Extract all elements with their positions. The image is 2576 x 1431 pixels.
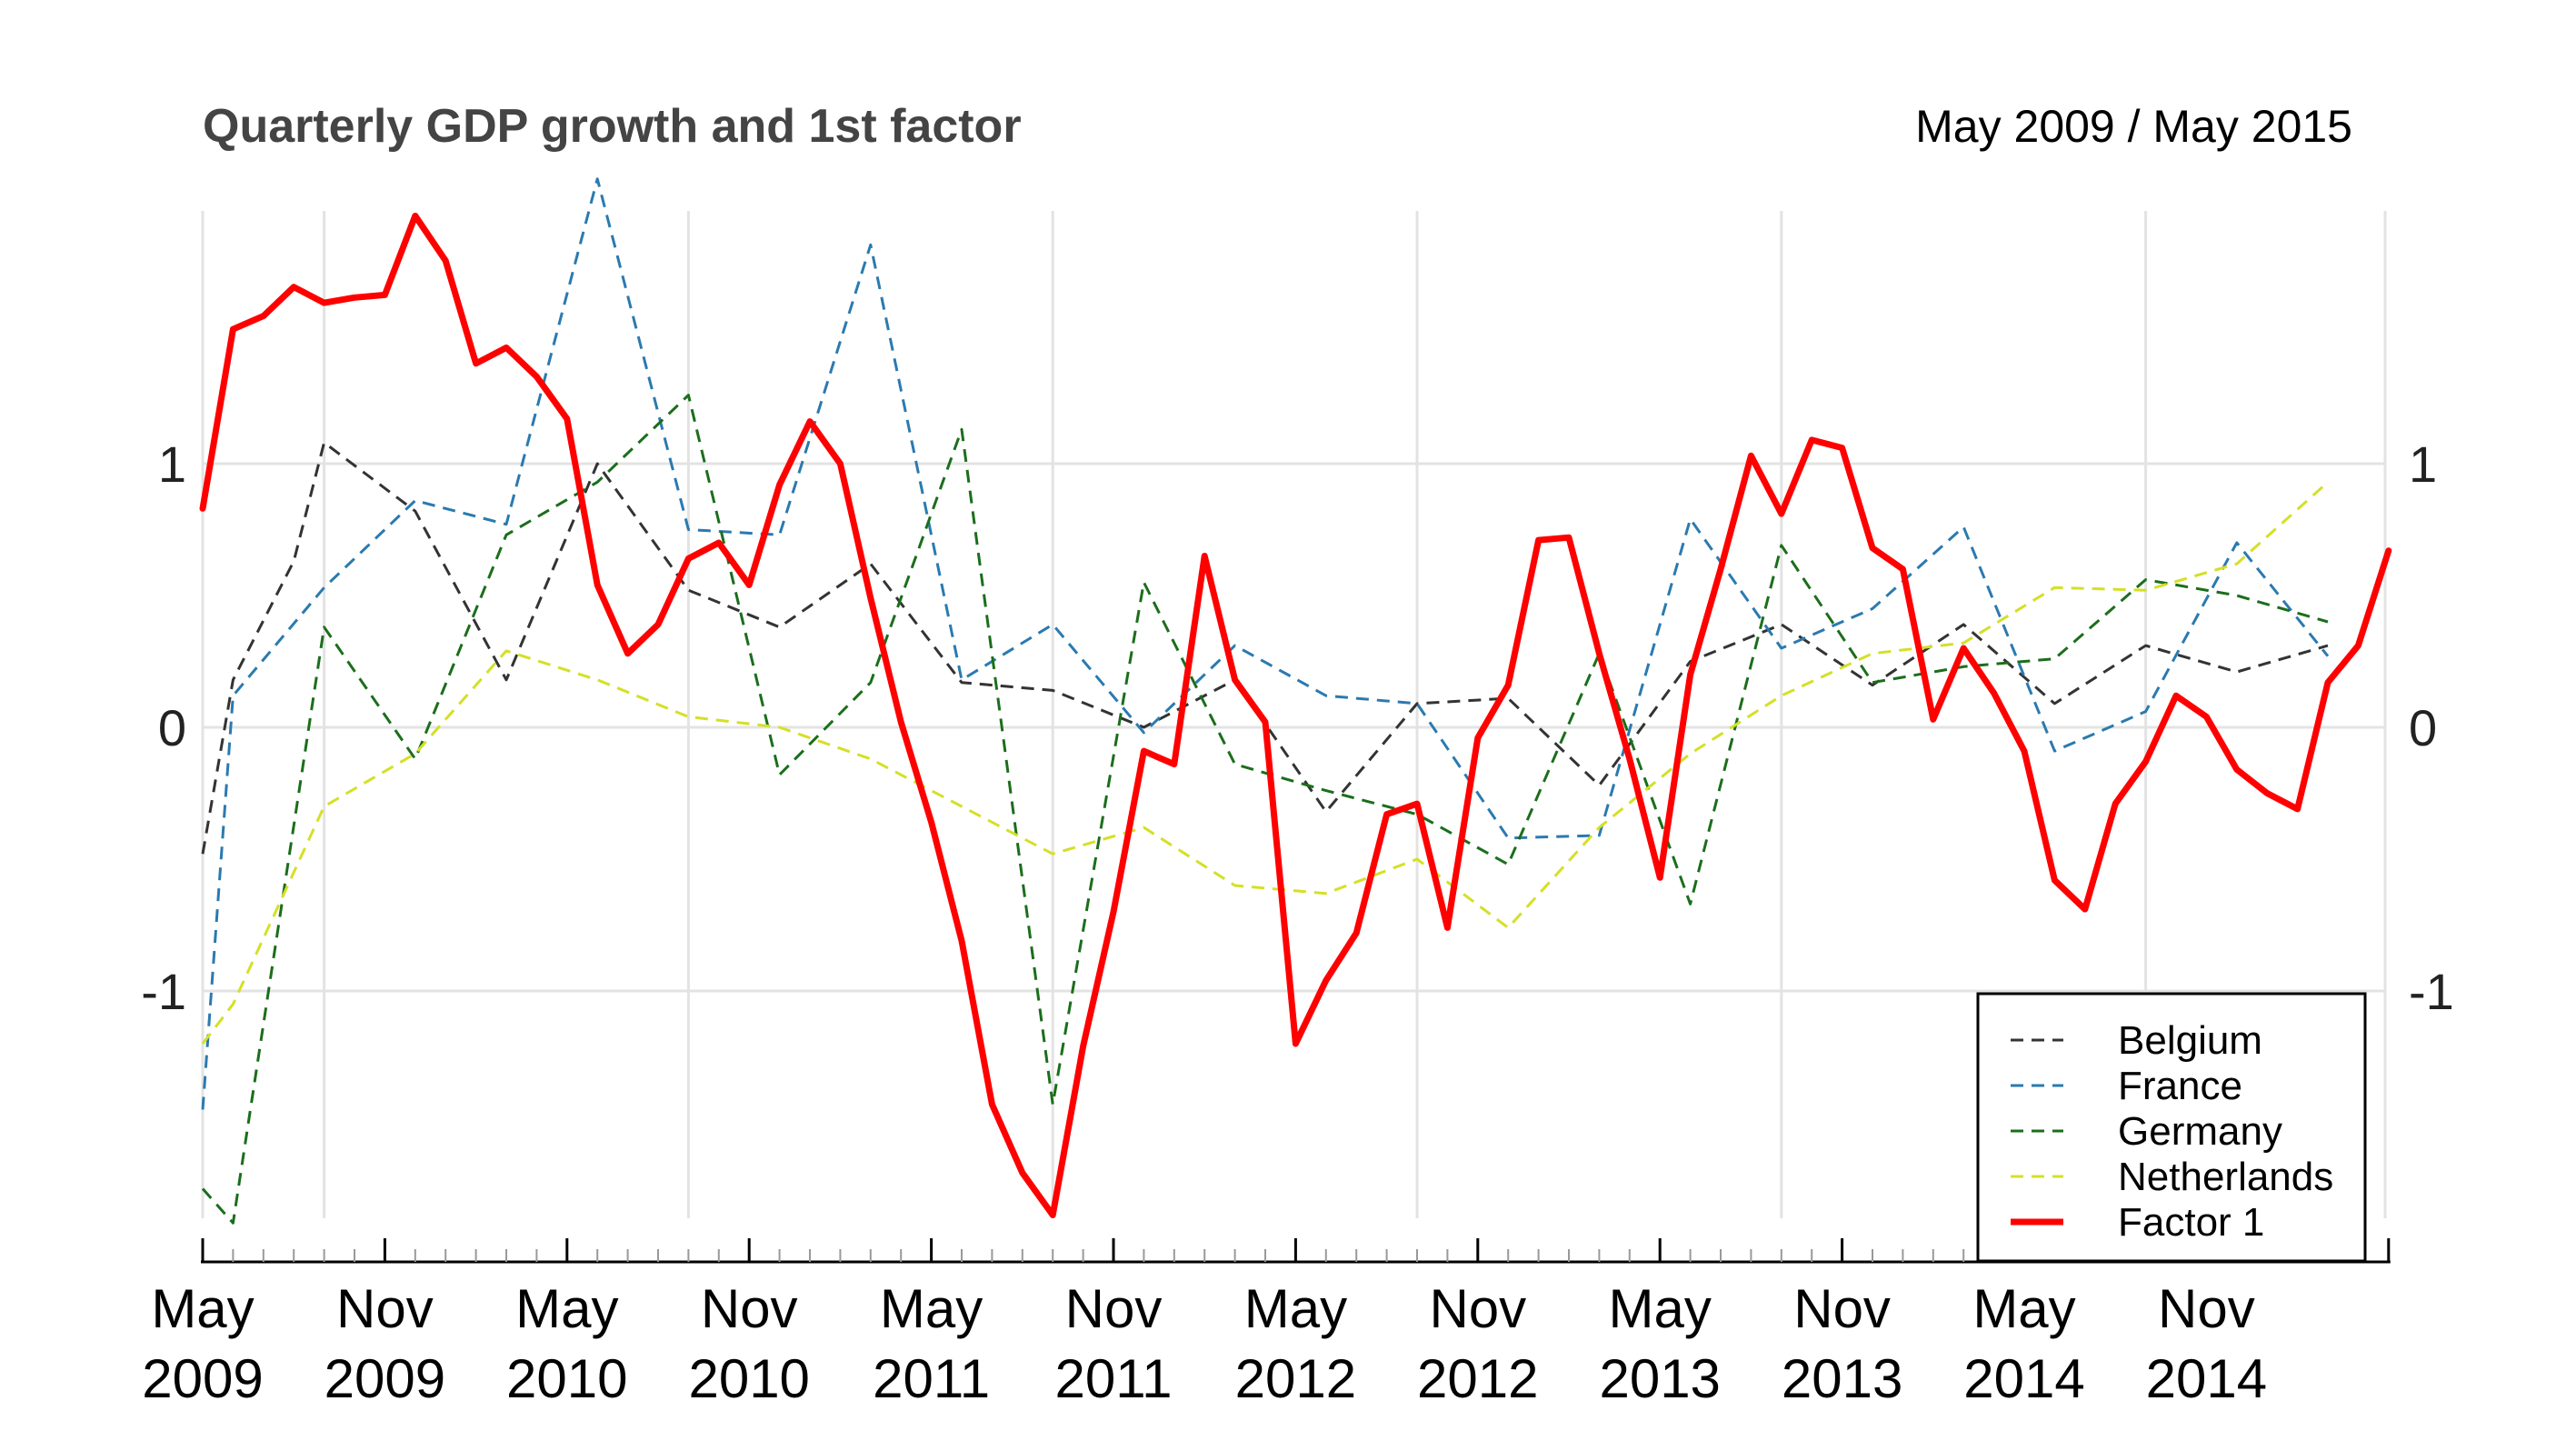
- chart-title: Quarterly GDP growth and 1st factor: [203, 100, 1022, 153]
- legend-label: Germany: [2118, 1109, 2282, 1154]
- x-tick-label: Nov 2014: [2146, 1278, 2267, 1409]
- y-tick-label-right: 1: [2409, 435, 2437, 493]
- x-tick-label: Nov 2011: [1054, 1278, 1172, 1409]
- grid: [201, 211, 2387, 1218]
- x-tick-label: May 2010: [506, 1278, 627, 1409]
- y-tick-label-left: 1: [158, 435, 186, 493]
- legend-label: Belgium: [2118, 1018, 2262, 1063]
- x-tick-label: Nov 2010: [688, 1278, 809, 1409]
- series-line-france: [201, 177, 2330, 1110]
- x-tick-label: May 2011: [873, 1278, 990, 1409]
- legend-box: [1976, 992, 2367, 1263]
- x-tick-label: Nov 2013: [1782, 1278, 1902, 1409]
- x-tick-label: May 2013: [1599, 1278, 1720, 1409]
- y-tick-label-right: -1: [2409, 963, 2454, 1020]
- axes: -1 -1 0 0 1 1 May 2009 Nov 2009 May 2010 Nov 2010 May 2…: [141, 435, 2454, 1409]
- legend-label: France: [2118, 1064, 2242, 1108]
- x-tick-label: May 2012: [1235, 1278, 1356, 1409]
- x-tick-label: May 2014: [1963, 1278, 2084, 1409]
- series-line-belgium: [201, 441, 2329, 855]
- legend-label: Factor 1: [2118, 1200, 2264, 1245]
- x-tick-label: Nov 2009: [324, 1278, 445, 1409]
- x-tick-label: May 2009: [142, 1278, 263, 1409]
- y-tick-label-right: 0: [2409, 699, 2437, 756]
- x-tick-label: Nov 2012: [1417, 1278, 1538, 1409]
- series-lines: [199, 177, 2392, 1225]
- legend-label: Netherlands: [2118, 1155, 2333, 1199]
- series-line-netherlands: [201, 481, 2330, 1045]
- date-range-label: May 2009 / May 2015: [1915, 101, 2352, 152]
- y-tick-label-left: 0: [158, 699, 186, 756]
- series-line-factor-1: [199, 212, 2392, 1218]
- series-line-germany: [201, 394, 2329, 1225]
- y-tick-label-left: -1: [141, 963, 186, 1020]
